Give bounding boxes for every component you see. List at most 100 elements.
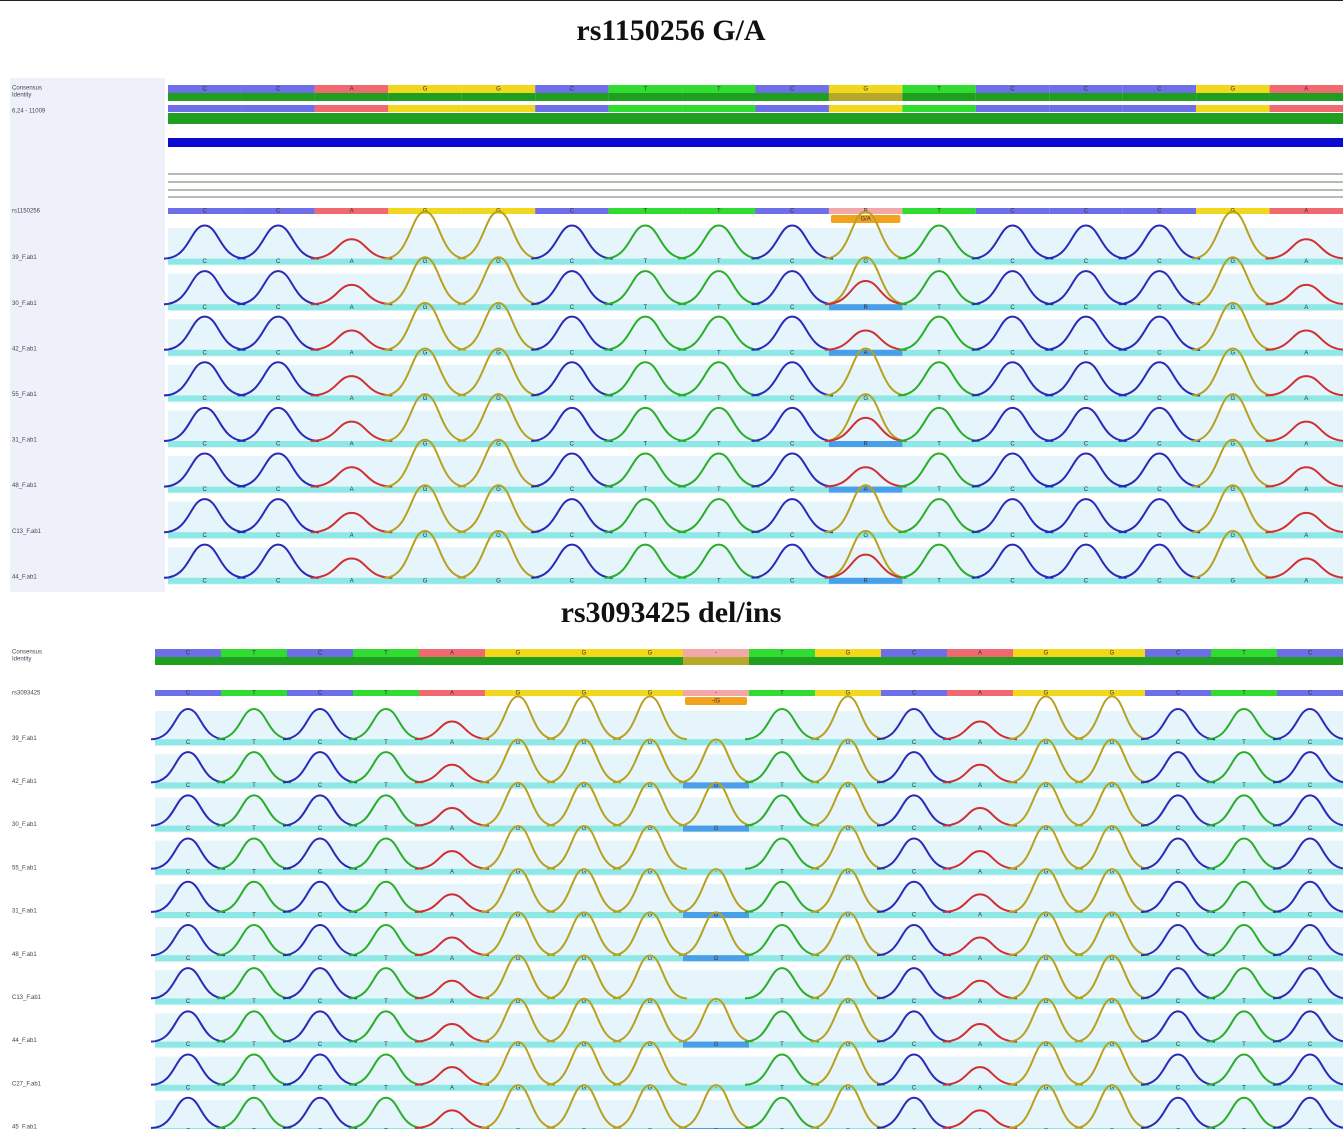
identity-bar: [353, 657, 419, 665]
read-base: C: [912, 999, 917, 1005]
read-name: 30_F.ab1: [12, 301, 37, 307]
read-base: A: [450, 740, 454, 746]
identity-bar: [902, 93, 975, 101]
read-strip: [155, 739, 1343, 745]
read-base: A: [450, 913, 454, 919]
consensus-letter: G: [846, 651, 851, 657]
read-base: A: [450, 869, 454, 875]
read-base: C: [1010, 533, 1015, 539]
read-base: T: [384, 1042, 388, 1048]
identity-bar: [168, 93, 241, 101]
consensus-letter: C: [1176, 651, 1181, 657]
read-base: A: [450, 956, 454, 962]
read-base: T: [937, 396, 941, 402]
read-base: -: [715, 999, 717, 1005]
identity-bar: [155, 657, 221, 665]
read-base: G: [863, 533, 868, 539]
read-base: T: [1242, 740, 1246, 746]
read-base: G: [423, 305, 428, 311]
read-base: C: [1308, 783, 1313, 789]
read-base: C: [1176, 783, 1181, 789]
variant-letter: C: [1157, 209, 1162, 215]
read-base: C: [912, 826, 917, 832]
consensus-letter: G: [1044, 651, 1049, 657]
read-base: C: [203, 578, 208, 584]
identity-bar: [683, 657, 749, 665]
read-base: T: [780, 1085, 784, 1091]
read-base: C: [186, 956, 191, 962]
read-base: -: [715, 869, 717, 875]
read-strip: [168, 441, 1343, 447]
identity-bar: [609, 93, 682, 101]
read-base: A: [978, 869, 982, 875]
consensus-letter: G: [496, 87, 501, 93]
read-base: C: [203, 442, 208, 448]
read-base: A: [1304, 259, 1308, 265]
read-base: C: [570, 259, 575, 265]
reference-base: [682, 105, 755, 112]
variant-letter: C: [1010, 209, 1015, 215]
identity-bar: [947, 657, 1013, 665]
read-base: T: [937, 487, 941, 493]
consensus-label: Consensus: [12, 650, 42, 656]
read-base: C: [1084, 396, 1089, 402]
read-base: C: [276, 396, 281, 402]
read-base: C: [276, 487, 281, 493]
read-base: T: [644, 350, 648, 356]
read-base: C: [318, 999, 323, 1005]
read-base: C: [1010, 442, 1015, 448]
identity-bar: [1123, 93, 1196, 101]
read-base: C: [1157, 305, 1162, 311]
read-base: A: [1304, 533, 1308, 539]
read-base: T: [384, 826, 388, 832]
reference-base: [1270, 105, 1343, 112]
reference-base: [976, 105, 1049, 112]
read-base: G: [1231, 442, 1236, 448]
read-base: T: [644, 578, 648, 584]
read-base: T: [780, 740, 784, 746]
consensus-letter: T: [937, 87, 941, 93]
read-base: C: [276, 533, 281, 539]
read-base: T: [780, 1042, 784, 1048]
consensus-letter: C: [203, 87, 208, 93]
read-base: A: [978, 1085, 982, 1091]
read-base: T: [717, 578, 721, 584]
read-base: C: [1157, 396, 1162, 402]
identity-bar: [682, 93, 755, 101]
read-base: -: [715, 740, 717, 746]
read-base: G: [496, 487, 501, 493]
read-base: C: [1084, 578, 1089, 584]
read-base: A: [978, 783, 982, 789]
reference-base: [1196, 105, 1269, 112]
identity-bar: [1079, 657, 1145, 665]
read-name: 45_F.ab1: [12, 1125, 37, 1129]
read-strip: [155, 1085, 1343, 1091]
read-base: C: [1084, 305, 1089, 311]
read-base: C: [318, 869, 323, 875]
read-strip: [168, 487, 1343, 493]
read-base: C: [570, 305, 575, 311]
read-base: A: [450, 1085, 454, 1091]
consensus-letter: C: [186, 651, 191, 657]
consensus-letter: G: [648, 651, 653, 657]
reference-base: [829, 105, 902, 112]
read-base: C: [276, 442, 281, 448]
read-base: C: [203, 533, 208, 539]
read-base: G: [496, 305, 501, 311]
read-base: C: [570, 533, 575, 539]
identity-bar: [1013, 657, 1079, 665]
consensus-letter: T: [252, 651, 256, 657]
read-base: A: [864, 350, 868, 356]
read-base: A: [350, 533, 354, 539]
read-base: C: [912, 869, 917, 875]
read-base: C: [1157, 350, 1162, 356]
reference-base: [902, 105, 975, 112]
consensus-letter: G: [423, 87, 428, 93]
read-strip: [168, 350, 1343, 356]
read-base: C: [790, 259, 795, 265]
read-base: G: [1231, 396, 1236, 402]
read-base: C: [1084, 533, 1089, 539]
identity-bar: [976, 93, 1049, 101]
read-base: C: [186, 783, 191, 789]
read-base: C: [1176, 999, 1181, 1005]
